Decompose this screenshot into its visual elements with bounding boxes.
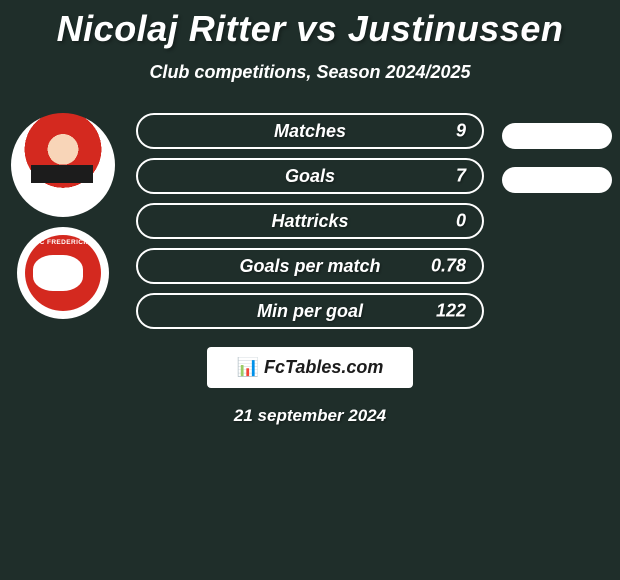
footer: FcTables.com 21 september 2024 — [0, 347, 620, 426]
stat-label: Hattricks — [271, 211, 348, 232]
page-title: Nicolaj Ritter vs Justinussen — [0, 8, 620, 50]
stat-label: Matches — [274, 121, 346, 142]
club-badge — [17, 227, 109, 319]
stat-value: 122 — [436, 301, 466, 322]
stats-column: Matches 9 Goals 7 Hattricks 0 Goals per … — [136, 113, 484, 329]
right-column — [502, 113, 612, 193]
club-badge-inner — [25, 235, 101, 311]
page-subtitle: Club competitions, Season 2024/2025 — [0, 62, 620, 83]
stat-value: 7 — [456, 166, 466, 187]
stat-row-matches: Matches 9 — [136, 113, 484, 149]
stat-row-min-per-goal: Min per goal 122 — [136, 293, 484, 329]
page-container: Nicolaj Ritter vs Justinussen Club compe… — [0, 0, 620, 426]
stat-row-goals-per-match: Goals per match 0.78 — [136, 248, 484, 284]
stat-label: Goals — [285, 166, 335, 187]
stat-label: Goals per match — [239, 256, 380, 277]
comparison-pill — [502, 123, 612, 149]
date-label: 21 september 2024 — [0, 406, 620, 426]
stat-value: 0 — [456, 211, 466, 232]
stat-label: Min per goal — [257, 301, 363, 322]
stat-value: 9 — [456, 121, 466, 142]
content-row: Matches 9 Goals 7 Hattricks 0 Goals per … — [0, 113, 620, 329]
player-photo — [11, 113, 115, 217]
brand-box: FcTables.com — [207, 347, 414, 388]
stat-row-hattricks: Hattricks 0 — [136, 203, 484, 239]
stat-row-goals: Goals 7 — [136, 158, 484, 194]
stat-value: 0.78 — [431, 256, 466, 277]
left-column — [8, 113, 118, 319]
brand-text: FcTables.com — [237, 357, 384, 377]
comparison-pill — [502, 167, 612, 193]
